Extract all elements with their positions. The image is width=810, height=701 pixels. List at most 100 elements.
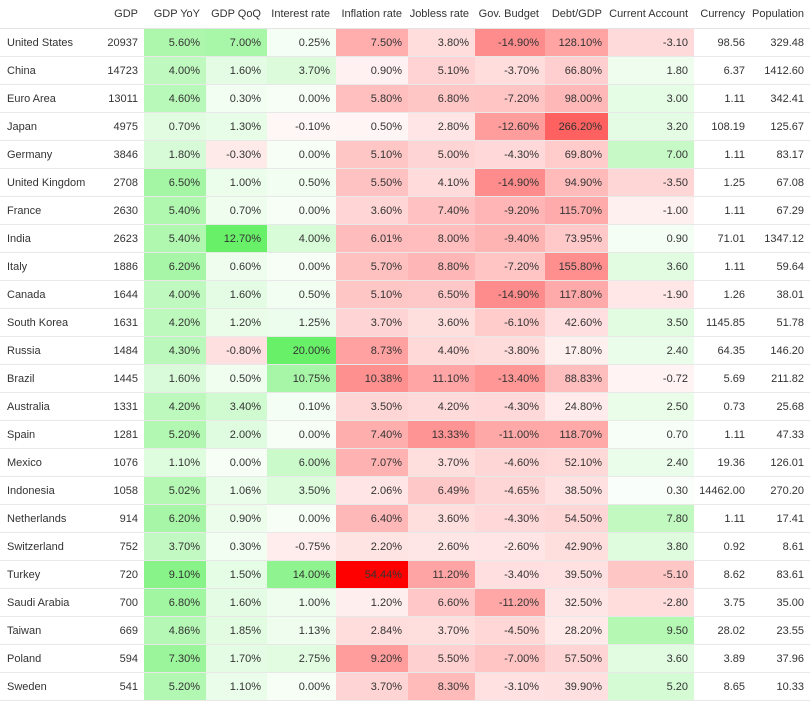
- cell-currency: 5.69: [694, 364, 751, 393]
- column-header-current-account[interactable]: Current Account: [608, 0, 694, 29]
- cell-country[interactable]: Taiwan: [0, 616, 99, 645]
- cell-interest-rate: 2.75%: [267, 644, 336, 673]
- cell-inflation-rate: 8.73%: [336, 336, 408, 365]
- table-row[interactable]: Sweden 541 5.20% 1.10% 0.00% 3.70% 8.30% -3.10%…: [0, 672, 810, 701]
- column-header-gdp-qoq[interactable]: GDP QoQ: [206, 0, 267, 29]
- cell-country[interactable]: Switzerland: [0, 532, 99, 561]
- cell-country[interactable]: Euro Area: [0, 84, 99, 113]
- table-row[interactable]: Japan 4975 0.70% 1.30% -0.10% 0.50% 2.80% -12.6…: [0, 112, 810, 141]
- cell-jobless-rate: 8.00%: [408, 224, 475, 253]
- column-header-gdp[interactable]: GDP: [99, 0, 144, 29]
- cell-country[interactable]: Russia: [0, 336, 99, 365]
- table-row[interactable]: Euro Area 13011 4.60% 0.30% 0.00% 5.80% 6.80% -…: [0, 84, 810, 113]
- table-row[interactable]: United States 20937 5.60% 7.00% 0.25% 7.50% 3.…: [0, 28, 810, 57]
- cell-jobless-rate: 4.20%: [408, 392, 475, 421]
- column-header-gov-budget[interactable]: Gov. Budget: [475, 0, 545, 29]
- table-row[interactable]: Saudi Arabia 700 6.80% 1.60% 1.00% 1.20% 6.60%…: [0, 588, 810, 617]
- cell-country[interactable]: Japan: [0, 112, 99, 141]
- cell-country[interactable]: Canada: [0, 280, 99, 309]
- cell-gdp-qoq: -0.30%: [206, 140, 267, 169]
- column-header-jobless-rate[interactable]: Jobless rate: [408, 0, 475, 29]
- cell-current-account: 0.70: [608, 420, 694, 449]
- cell-gdp-yoy: 4.86%: [144, 616, 206, 645]
- cell-country[interactable]: Brazil: [0, 364, 99, 393]
- cell-currency: 1.11: [694, 84, 751, 113]
- cell-country[interactable]: Sweden: [0, 672, 99, 701]
- cell-gdp-qoq: 0.30%: [206, 532, 267, 561]
- cell-population: 1347.12: [751, 224, 810, 253]
- table-row[interactable]: Spain 1281 5.20% 2.00% 0.00% 7.40% 13.33% -11.0…: [0, 420, 810, 449]
- table-row[interactable]: Canada 1644 4.00% 1.60% 0.50% 5.10% 6.50% -14.9…: [0, 280, 810, 309]
- cell-current-account: 5.20: [608, 672, 694, 701]
- cell-interest-rate: 3.50%: [267, 476, 336, 505]
- cell-gdp: 1445: [99, 364, 144, 393]
- cell-country[interactable]: Turkey: [0, 560, 99, 589]
- cell-current-account: -3.10: [608, 28, 694, 57]
- cell-currency: 1.11: [694, 420, 751, 449]
- table-row[interactable]: Switzerland 752 3.70% 0.30% -0.75% 2.20% 2.60%…: [0, 532, 810, 561]
- cell-jobless-rate: 7.40%: [408, 196, 475, 225]
- cell-gdp: 1281: [99, 420, 144, 449]
- table-row[interactable]: China 14723 4.00% 1.60% 3.70% 0.90% 5.10% -3.70…: [0, 56, 810, 85]
- column-header-country[interactable]: [0, 0, 99, 29]
- cell-debt-gdp: 28.20%: [545, 616, 608, 645]
- cell-country[interactable]: Italy: [0, 252, 99, 281]
- table-row[interactable]: South Korea 1631 4.20% 1.20% 1.25% 3.70% 3.60%…: [0, 308, 810, 337]
- table-row[interactable]: Netherlands 914 6.20% 0.90% 0.00% 6.40% 3.60% -…: [0, 504, 810, 533]
- cell-current-account: 3.60: [608, 644, 694, 673]
- cell-gdp: 669: [99, 616, 144, 645]
- cell-country[interactable]: Netherlands: [0, 504, 99, 533]
- cell-gov-budget: -13.40%: [475, 364, 545, 393]
- cell-country[interactable]: Saudi Arabia: [0, 588, 99, 617]
- cell-gov-budget: -9.20%: [475, 196, 545, 225]
- cell-country[interactable]: Germany: [0, 140, 99, 169]
- cell-country[interactable]: United States: [0, 28, 99, 57]
- table-row[interactable]: Taiwan 669 4.86% 1.85% 1.13% 2.84% 3.70% -4.50%…: [0, 616, 810, 645]
- cell-currency: 8.62: [694, 560, 751, 589]
- table-row[interactable]: India 2623 5.40% 12.70% 4.00% 6.01% 8.00% -9.40…: [0, 224, 810, 253]
- cell-country[interactable]: Spain: [0, 420, 99, 449]
- cell-current-account: -2.80: [608, 588, 694, 617]
- cell-current-account: 0.30: [608, 476, 694, 505]
- cell-country[interactable]: South Korea: [0, 308, 99, 337]
- column-header-currency[interactable]: Currency: [694, 0, 751, 29]
- cell-current-account: -1.00: [608, 196, 694, 225]
- cell-gov-budget: -12.60%: [475, 112, 545, 141]
- table-row[interactable]: Germany 3846 1.80% -0.30% 0.00% 5.10% 5.00% -4.…: [0, 140, 810, 169]
- cell-country[interactable]: Poland: [0, 644, 99, 673]
- cell-gdp-yoy: 5.40%: [144, 196, 206, 225]
- column-header-population[interactable]: Population: [751, 0, 810, 29]
- cell-country[interactable]: Indonesia: [0, 476, 99, 505]
- column-header-gdp-yoy[interactable]: GDP YoY: [144, 0, 206, 29]
- cell-currency: 3.89: [694, 644, 751, 673]
- table-row[interactable]: Turkey 720 9.10% 1.50% 14.00% 54.44% 11.20% -3.…: [0, 560, 810, 589]
- cell-gdp: 3846: [99, 140, 144, 169]
- cell-gdp-yoy: 5.40%: [144, 224, 206, 253]
- cell-country[interactable]: China: [0, 56, 99, 85]
- cell-population: 83.61: [751, 560, 810, 589]
- cell-country[interactable]: India: [0, 224, 99, 253]
- table-row[interactable]: Indonesia 1058 5.02% 1.06% 3.50% 2.06% 6.49% -4…: [0, 476, 810, 505]
- column-header-debt-gdp[interactable]: Debt/GDP: [545, 0, 608, 29]
- table-row[interactable]: Brazil 1445 1.60% 0.50% 10.75% 10.38% 11.10% -1…: [0, 364, 810, 393]
- column-header-inflation-rate[interactable]: Inflation rate: [336, 0, 408, 29]
- cell-current-account: 9.50: [608, 616, 694, 645]
- cell-country[interactable]: Mexico: [0, 448, 99, 477]
- cell-gov-budget: -4.65%: [475, 476, 545, 505]
- cell-gdp-yoy: 5.20%: [144, 420, 206, 449]
- table-row[interactable]: Mexico 1076 1.10% 0.00% 6.00% 7.07% 3.70% -4.60…: [0, 448, 810, 477]
- table-row[interactable]: France 2630 5.40% 0.70% 0.00% 3.60% 7.40% -9.20…: [0, 196, 810, 225]
- cell-debt-gdp: 117.80%: [545, 280, 608, 309]
- cell-inflation-rate: 5.10%: [336, 140, 408, 169]
- table-row[interactable]: Russia 1484 4.30% -0.80% 20.00% 8.73% 4.40% -3.…: [0, 336, 810, 365]
- cell-country[interactable]: Australia: [0, 392, 99, 421]
- table-row[interactable]: Italy 1886 6.20% 0.60% 0.00% 5.70% 8.80% -7.20%…: [0, 252, 810, 281]
- table-row[interactable]: Australia 1331 4.20% 3.40% 0.10% 3.50% 4.20% -4…: [0, 392, 810, 421]
- cell-gov-budget: -14.90%: [475, 280, 545, 309]
- column-header-interest-rate[interactable]: Interest rate: [267, 0, 336, 29]
- cell-country[interactable]: France: [0, 196, 99, 225]
- cell-country[interactable]: United Kingdom: [0, 168, 99, 197]
- cell-population: 329.48: [751, 28, 810, 57]
- table-row[interactable]: Poland 594 7.30% 1.70% 2.75% 9.20% 5.50% -7.00%…: [0, 644, 810, 673]
- table-row[interactable]: United Kingdom 2708 6.50% 1.00% 0.50% 5.50% 4.…: [0, 168, 810, 197]
